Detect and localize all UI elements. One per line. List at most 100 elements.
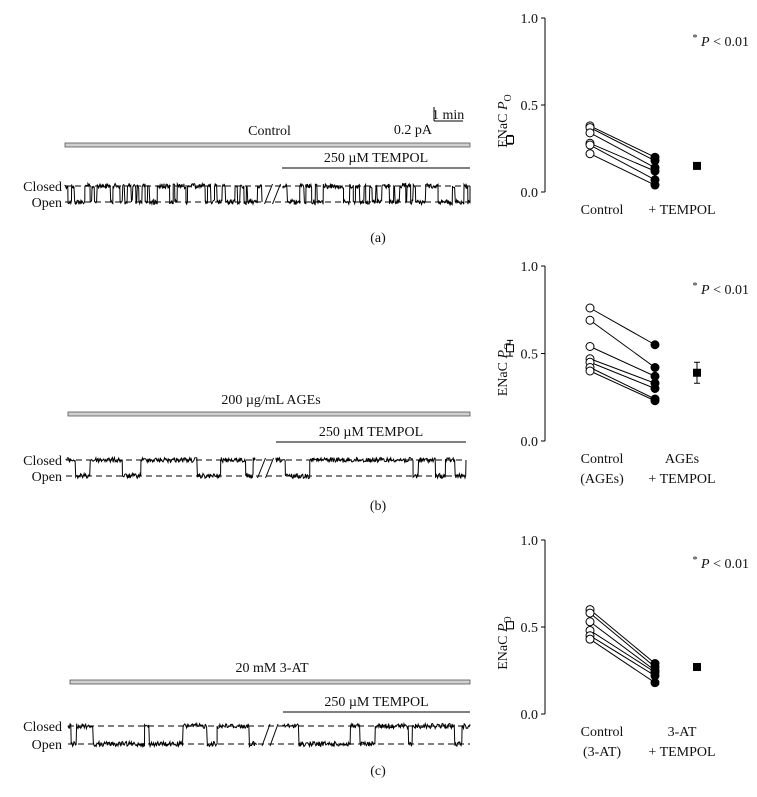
panel-b-trace-before xyxy=(65,455,256,480)
chart-b-y-tick-label: 0.5 xyxy=(521,348,539,363)
chart-b-x-label: AGEs xyxy=(665,452,699,467)
panel-c-condition-label: 20 mM 3-AT xyxy=(235,661,309,676)
chart-a-pair-line xyxy=(589,144,656,181)
chart-b-control-point xyxy=(585,366,595,376)
chart-c-treatment-mean xyxy=(693,663,701,672)
chart-b-stat-value: < 0.01 xyxy=(710,283,749,298)
panel-a-condition-bar xyxy=(64,142,471,148)
panel-c-letter: (c) xyxy=(370,764,386,779)
chart-c-control-point xyxy=(585,617,595,627)
panel-b-condition-label: 200 µg/mL AGEs xyxy=(221,393,320,408)
chart-b-pair-line xyxy=(589,346,656,377)
chart-a-pair-line xyxy=(589,132,656,169)
chart-b-y-tick-label: 1.0 xyxy=(521,260,539,275)
panel-a-break-marks xyxy=(272,183,281,205)
panel-c-trace-after xyxy=(282,721,471,749)
chart-c-stat-p: P xyxy=(698,557,711,572)
chart-b-pair-line xyxy=(589,358,656,384)
chart-a-y-label-p: P xyxy=(496,101,511,111)
chart-c-control-point xyxy=(585,608,595,618)
chart-a-control-point xyxy=(585,140,595,150)
chart-b-pair-line xyxy=(589,361,656,389)
chart-b-stat-star: * xyxy=(693,281,698,292)
chart-c-pair-line xyxy=(589,621,656,671)
chart-b-control-mean xyxy=(506,344,514,353)
chart-c-x-label: Control xyxy=(581,725,624,740)
panel-a-trace-before xyxy=(64,181,263,206)
panel-c-open-label: Open xyxy=(32,738,62,753)
panel-a-closed-label: Closed xyxy=(23,180,62,195)
chart-b-pair-line xyxy=(589,367,656,400)
panel-a-trace-after xyxy=(282,182,471,207)
chart-c-control-point xyxy=(585,634,595,644)
chart-b-x-label: (AGEs) xyxy=(580,472,624,487)
chart-a-pair-line xyxy=(589,125,656,158)
panel-b-break-marks xyxy=(265,457,274,479)
chart-c-x-label: 3-AT xyxy=(668,725,697,740)
chart-b-pair-line xyxy=(589,307,656,346)
chart-a-y-tick-label: 0.5 xyxy=(521,99,539,114)
panel-c-break-marks xyxy=(261,723,271,747)
panel-c-condition-bar xyxy=(69,679,471,685)
chart-a-stat-p: P xyxy=(698,35,711,50)
chart-a-treatment-mean xyxy=(693,161,701,170)
chart-a-y-tick-label: 1.0 xyxy=(521,12,539,27)
panel-b-open-label: Open xyxy=(32,470,62,485)
panel-a-letter: (a) xyxy=(370,231,386,246)
panel-b-trace-after xyxy=(275,456,467,480)
panel-a-treatment-label: 250 µM TEMPOL xyxy=(324,151,428,166)
panel-b-closed-label: Closed xyxy=(23,454,62,469)
chart-a-control-point xyxy=(585,149,595,159)
chart-a-control-point xyxy=(585,128,595,138)
chart-a-control-mean xyxy=(506,135,514,144)
chart-b-treatment-point xyxy=(650,340,660,350)
chart-b-stat-p: P xyxy=(698,283,711,298)
chart-a-y-tick-label: 0.0 xyxy=(521,186,539,201)
chart-c-y-tick-label: 0.0 xyxy=(521,708,539,723)
chart-a-stat-value: < 0.01 xyxy=(710,35,749,50)
chart-a-treatment-point xyxy=(650,166,660,176)
chart-c-pair-line xyxy=(589,630,656,673)
chart-c-y-tick-label: 0.5 xyxy=(521,621,539,636)
chart-b-treatment-point xyxy=(650,363,660,372)
chart-a-y-label-sub: O xyxy=(503,94,514,101)
chart-b-treatment-mean xyxy=(693,368,701,377)
panel-c-break-marks xyxy=(269,723,279,747)
chart-c-treatment-point xyxy=(650,678,660,688)
chart-c-y-label-main: ENaC xyxy=(496,632,511,670)
panel-b-condition-bar xyxy=(67,411,471,417)
chart-b-stat-annotation: * P < 0.01 xyxy=(693,281,749,298)
chart-c-pair-line xyxy=(589,635,656,677)
chart-c-stat-star: * xyxy=(693,555,698,566)
panel-c-closed-label: Closed xyxy=(23,720,62,735)
chart-c-x-label: (3-AT) xyxy=(583,745,621,760)
chart-b-control-point xyxy=(585,315,595,325)
chart-c-pair-line xyxy=(589,609,656,664)
chart-a-x-label: Control xyxy=(581,203,624,218)
chart-c-y-tick-label: 1.0 xyxy=(521,534,539,549)
chart-b-pair-line xyxy=(589,370,656,402)
chart-b-pair-line xyxy=(589,319,656,368)
chart-b-y-label-p: P xyxy=(496,350,511,360)
chart-b-control-point xyxy=(585,342,595,351)
scale-pa-label: 0.2 pA xyxy=(394,123,433,138)
chart-a-pair-line xyxy=(589,153,656,186)
panel-b-treatment-label: 250 µM TEMPOL xyxy=(319,425,423,440)
panel-c-treatment-label: 250 µM TEMPOL xyxy=(324,695,428,710)
chart-a-pair-line xyxy=(589,127,656,162)
chart-c-x-label: + TEMPOL xyxy=(648,745,715,760)
chart-c-y-label: ENaC PO xyxy=(496,616,514,670)
chart-c-y-label-sub: O xyxy=(503,616,514,623)
chart-b-x-label: Control xyxy=(581,452,624,467)
chart-c-pair-line xyxy=(589,612,656,668)
panel-b-break-marks xyxy=(257,457,266,479)
chart-a-stat-star: * xyxy=(693,33,698,44)
chart-b-treatment-point xyxy=(650,396,660,406)
chart-a-x-label: + TEMPOL xyxy=(648,203,715,218)
scale-time-label: 1 min xyxy=(432,108,464,123)
panel-a-break-marks xyxy=(264,183,273,205)
